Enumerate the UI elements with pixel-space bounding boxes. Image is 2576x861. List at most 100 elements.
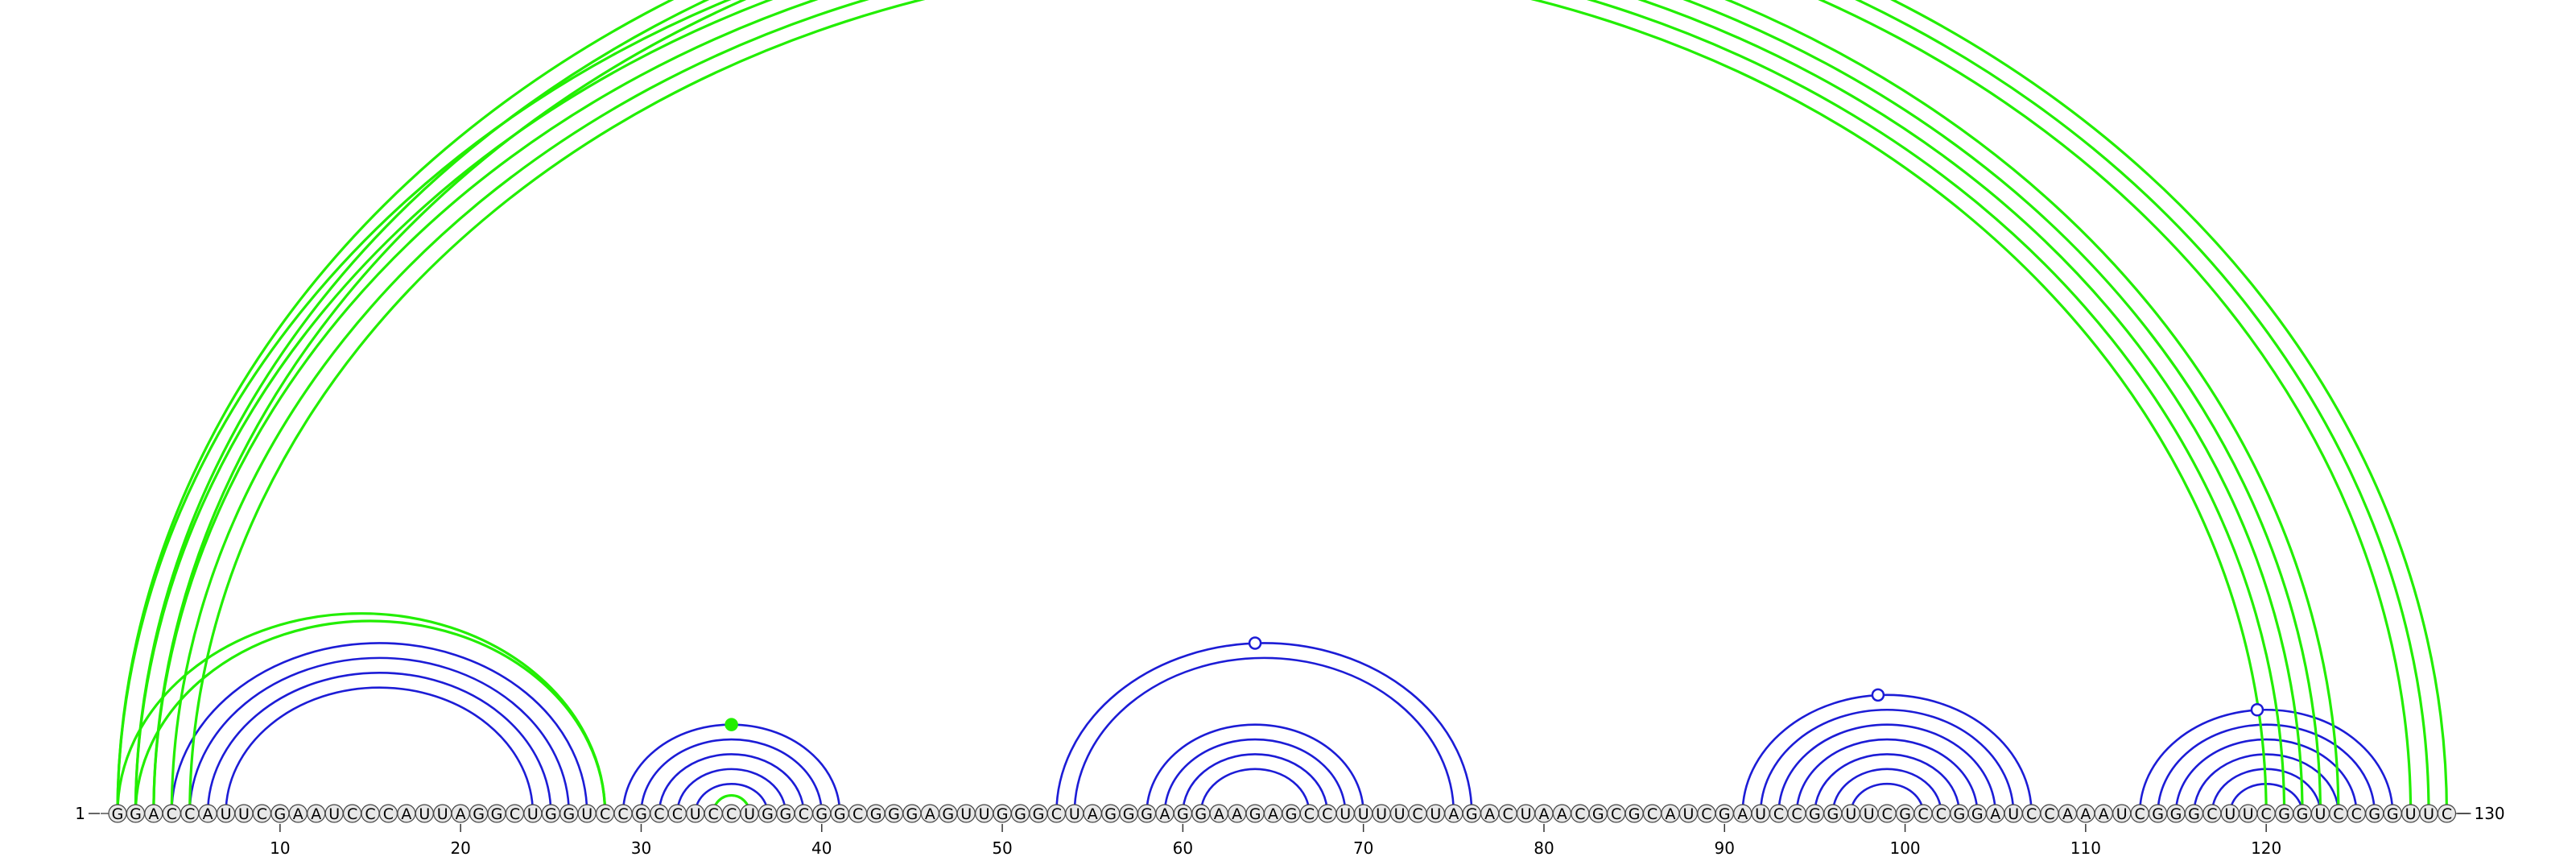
nucleotide-letter-62: A [1214, 805, 1224, 823]
green-arc-7 [188, 0, 2268, 814]
nucleotide-letter-61: G [1195, 805, 1207, 823]
nucleotide-letter-122: G [2297, 805, 2309, 823]
nucleotide-letter-14: C [347, 805, 357, 823]
nucleotide-letter-106: U [2008, 805, 2019, 823]
nucleotide-letter-7: U [221, 805, 232, 823]
nucleotide-letter-59: A [1159, 805, 1170, 823]
tick-label-80: 80 [1534, 838, 1554, 857]
nucleotide-letter-45: G [906, 805, 919, 823]
tick-label-120: 120 [2251, 838, 2281, 857]
blue-arc-1 [188, 656, 571, 814]
nucleotide-letter-25: G [545, 805, 557, 823]
blue-arc-11 [1146, 723, 1364, 814]
nucleotide-letter-37: G [762, 805, 774, 823]
nucleotide-letter-30: G [635, 805, 647, 823]
nucleotide-letter-91: A [1737, 805, 1748, 823]
blue-arc-12 [1163, 738, 1347, 814]
nucleotide-letter-17: A [401, 805, 411, 823]
blue-arc-7 [676, 768, 787, 814]
nucleotide-letter-105: A [1990, 805, 2000, 823]
nucleotide-letter-67: C [1304, 805, 1315, 823]
nucleotide-letter-56: G [1104, 805, 1117, 823]
nucleotide-letter-6: A [203, 805, 213, 823]
nucleotide-letter-82: C [1575, 805, 1585, 823]
nucleotide-letter-129: U [2423, 805, 2434, 823]
nucleotide-circle-130 [2437, 804, 2457, 823]
nucleotide-letter-53: C [1051, 805, 1062, 823]
nucleotide-letter-16: C [383, 805, 394, 823]
nucleotide-letter-20: A [456, 805, 466, 823]
nucleotide-letter-55: A [1088, 805, 1098, 823]
end-index-label: 130 [2474, 804, 2504, 823]
nucleotide-letter-69: U [1340, 805, 1351, 823]
nucleotide-letter-8: U [238, 805, 250, 823]
blue-arc-10 [1073, 656, 1455, 814]
nucleotide-letter-74: U [1430, 805, 1441, 823]
nucleotide-letter-93: C [1773, 805, 1784, 823]
nucleotide-letter-70: U [1358, 805, 1369, 823]
nucleotide-letter-88: U [1682, 805, 1694, 823]
nucleotide-letter-4: C [167, 805, 177, 823]
tick-layer: 10 20 30 40 50 60 70 80 90 100 110 120 [270, 824, 2281, 858]
blue-arc-16 [1759, 708, 2015, 814]
blue-arc-17 [1777, 723, 1997, 814]
nucleotide-letter-36: U [744, 805, 755, 823]
nucleotide-letter-86: C [1647, 805, 1657, 823]
nucleotide-letter-47: G [942, 805, 954, 823]
nucleotide-letter-41: G [834, 805, 846, 823]
nucleotide-letter-54: U [1069, 805, 1080, 823]
nucleotide-letter-43: G [870, 805, 882, 823]
nucleotide-letter-73: C [1412, 805, 1422, 823]
nucleotide-letter-12: A [311, 805, 321, 823]
nucleotide-letter-33: U [690, 805, 701, 823]
nucleotide-letter-23: C [510, 805, 520, 823]
nucleotide-letter-64: G [1249, 805, 1261, 823]
nucleotide-letter-71: U [1376, 805, 1387, 823]
nucleotide-letter-42: C [852, 805, 863, 823]
start-index-label: 1 [75, 804, 85, 823]
nucleotide-letter-1: G [112, 805, 124, 823]
nucleotide-letter-107: C [2026, 805, 2037, 823]
nucleotide-letter-123: U [2314, 805, 2326, 823]
arc-marker-1 [1248, 636, 1262, 650]
blue-arc-19 [1814, 753, 1961, 814]
nucleotide-letter-85: G [1629, 805, 1641, 823]
nucleotide-letter-66: G [1286, 805, 1298, 823]
blue-arc-18 [1795, 738, 1979, 814]
nucleotide-letter-119: U [2243, 805, 2254, 823]
nucleotide-letter-78: C [1502, 805, 1513, 823]
nucleotide-letter-68: C [1322, 805, 1332, 823]
nucleotide-letter-83: G [1592, 805, 1604, 823]
blue-arc-22 [2138, 708, 2394, 814]
tick-label-70: 70 [1353, 838, 1373, 857]
nucleotide-letter-94: C [1791, 805, 1802, 823]
nucleotide-letter-9: C [257, 805, 267, 823]
nucleotide-letter-101: C [1918, 805, 1928, 823]
nucleotide-letter-87: A [1665, 805, 1675, 823]
green-arc-5 [152, 0, 2304, 814]
nucleotide-letter-99: C [1881, 805, 1892, 823]
nucleotide-letter-34: C [708, 805, 719, 823]
nucleotide-letter-15: C [365, 805, 375, 823]
nucleotide-letter-26: G [563, 805, 575, 823]
nucleotide-letter-112: U [2116, 805, 2128, 823]
nucleotide-letter-121: G [2278, 805, 2290, 823]
nucleotide-letter-95: G [1809, 805, 1821, 823]
nucleotide-letter-79: U [1521, 805, 1532, 823]
nucleotide-letter-18: U [419, 805, 430, 823]
nucleotide-letter-22: G [491, 805, 503, 823]
nucleotide-letter-49: U [979, 805, 990, 823]
blue-arc-6 [658, 753, 805, 814]
arc-marker-2 [1871, 688, 1885, 702]
tick-label-30: 30 [631, 838, 651, 857]
nucleotide-letter-58: G [1141, 805, 1153, 823]
nucleotide-letter-108: C [2044, 805, 2054, 823]
arc-marker-4 [724, 718, 738, 731]
nucleotide-letter-92: U [1755, 805, 1766, 823]
green-arc-0 [116, 0, 2449, 814]
tick-label-50: 50 [992, 838, 1012, 857]
nucleotide-letter-118: U [2224, 805, 2235, 823]
nucleotide-letter-89: C [1701, 805, 1711, 823]
